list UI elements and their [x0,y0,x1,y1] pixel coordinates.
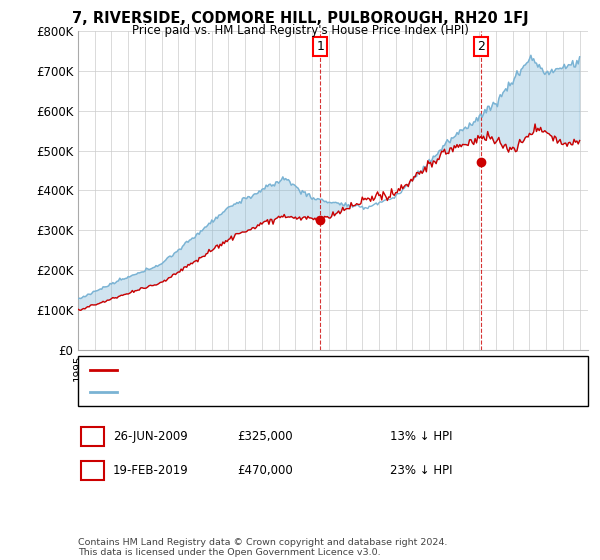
Text: 7, RIVERSIDE, CODMORE HILL, PULBOROUGH, RH20 1FJ (detached house): 7, RIVERSIDE, CODMORE HILL, PULBOROUGH, … [123,365,527,375]
Text: 1: 1 [316,40,324,53]
Text: Contains HM Land Registry data © Crown copyright and database right 2024.
This d: Contains HM Land Registry data © Crown c… [78,538,448,557]
Text: £325,000: £325,000 [237,430,293,444]
Text: 23% ↓ HPI: 23% ↓ HPI [390,464,452,477]
Text: £470,000: £470,000 [237,464,293,477]
Text: 26-JUN-2009: 26-JUN-2009 [113,430,188,444]
Text: HPI: Average price, detached house, Horsham: HPI: Average price, detached house, Hors… [123,387,375,397]
Text: 7, RIVERSIDE, CODMORE HILL, PULBOROUGH, RH20 1FJ: 7, RIVERSIDE, CODMORE HILL, PULBOROUGH, … [71,11,529,26]
Text: 13% ↓ HPI: 13% ↓ HPI [390,430,452,444]
Text: Price paid vs. HM Land Registry's House Price Index (HPI): Price paid vs. HM Land Registry's House … [131,24,469,37]
Text: 2: 2 [88,464,97,477]
Text: 1: 1 [88,430,97,444]
Text: 2: 2 [478,40,485,53]
Text: 19-FEB-2019: 19-FEB-2019 [113,464,188,477]
